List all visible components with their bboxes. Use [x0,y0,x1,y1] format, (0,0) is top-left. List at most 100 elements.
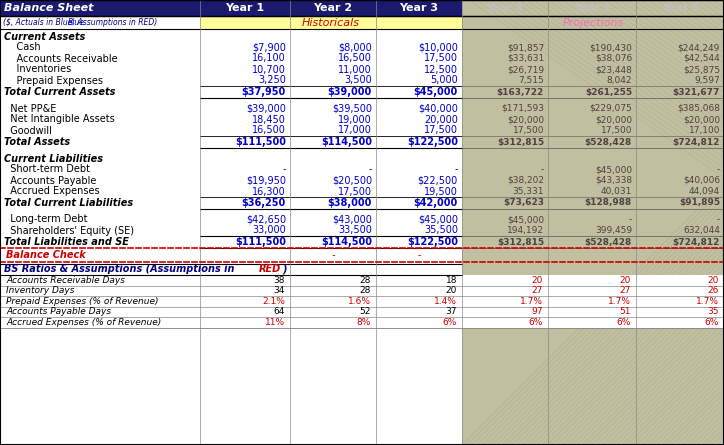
Text: Accounts Receivable Days: Accounts Receivable Days [6,276,125,285]
Text: Prepaid Expenses: Prepaid Expenses [4,76,103,85]
Text: 11,000: 11,000 [338,65,372,74]
Text: Historicals: Historicals [302,17,360,28]
Text: 17,500: 17,500 [338,186,372,197]
Bar [0,0,462,445]
Text: 17,500: 17,500 [424,125,458,135]
Text: Year 4: Year 4 [487,3,523,13]
Text: 37: 37 [445,307,457,316]
Text: $20,000: $20,000 [507,115,544,124]
Text: $122,500: $122,500 [407,237,458,247]
Text: 6%: 6% [529,318,543,327]
Text: Accounts Receivable: Accounts Receivable [4,53,117,64]
Text: -: - [455,165,458,174]
Text: 51: 51 [620,307,631,316]
Text: 1.7%: 1.7% [520,297,543,306]
Text: 64: 64 [274,307,285,316]
Text: $45,000: $45,000 [413,87,458,97]
Text: -: - [541,165,544,174]
Text: 20: 20 [446,286,457,295]
Text: $38,202: $38,202 [507,176,544,185]
Text: 17,000: 17,000 [338,125,372,135]
Text: 12,500: 12,500 [424,65,458,74]
Text: $111,500: $111,500 [235,237,286,247]
Text: $128,988: $128,988 [585,198,632,207]
Text: Total Current Liabilities: Total Current Liabilities [4,198,133,208]
Text: $171,593: $171,593 [501,104,544,113]
Text: 1.7%: 1.7% [608,297,631,306]
Text: 194,192: 194,192 [507,226,544,235]
Text: $36,250: $36,250 [242,198,286,208]
Bar [0,317,724,328]
Text: 632,044: 632,044 [683,226,720,235]
Text: 399,459: 399,459 [595,226,632,235]
Text: Year 5: Year 5 [573,3,610,13]
Text: 33,500: 33,500 [338,226,372,235]
Text: $91,895: $91,895 [679,198,720,207]
Text: 16,500: 16,500 [338,53,372,64]
Text: $724,812: $724,812 [673,238,720,247]
Text: 6%: 6% [704,318,719,327]
Text: Shareholders' Equity (SE): Shareholders' Equity (SE) [4,226,134,235]
Text: 44,094: 44,094 [689,187,720,196]
Text: 19,000: 19,000 [338,114,372,125]
Text: 35,500: 35,500 [424,226,458,235]
Text: $122,500: $122,500 [407,137,458,147]
Text: 8%: 8% [357,318,371,327]
Text: $528,428: $528,428 [585,138,632,146]
Text: 1.4%: 1.4% [434,297,457,306]
Text: $91,857: $91,857 [507,43,544,52]
Text: Cash: Cash [4,43,41,53]
Text: $114,500: $114,500 [321,137,372,147]
Text: Net Intangible Assets: Net Intangible Assets [4,114,114,125]
Bar [462,0,724,445]
Text: $43,000: $43,000 [332,214,372,224]
Text: Blue: Blue [68,18,85,27]
Text: 5,000: 5,000 [430,76,458,85]
Text: 6%: 6% [442,318,457,327]
Text: $45,000: $45,000 [418,214,458,224]
Text: $20,500: $20,500 [332,175,372,186]
Text: 11%: 11% [265,318,285,327]
Text: $73,623: $73,623 [503,198,544,207]
Text: Total Current Assets: Total Current Assets [4,87,115,97]
Text: $38,000: $38,000 [328,198,372,208]
Text: 40,031: 40,031 [601,187,632,196]
Text: BS Ratios & Assumptions (Assumptions in: BS Ratios & Assumptions (Assumptions in [4,264,238,275]
Text: $26,719: $26,719 [507,65,544,74]
Text: 1.6%: 1.6% [348,297,371,306]
Text: 27: 27 [620,286,631,295]
Text: $261,255: $261,255 [585,88,632,97]
Text: ($, Actuals in Blue; Assumptions in RED): ($, Actuals in Blue; Assumptions in RED) [3,18,157,27]
Text: $114,500: $114,500 [321,237,372,247]
Text: 38: 38 [274,276,285,285]
Text: $39,000: $39,000 [328,87,372,97]
Text: 27: 27 [531,286,543,295]
Text: 10,700: 10,700 [252,65,286,74]
Text: 33,000: 33,000 [252,226,286,235]
Text: $42,650: $42,650 [246,214,286,224]
Text: 16,500: 16,500 [252,125,286,135]
Text: Net PP&E: Net PP&E [4,104,56,113]
Text: $7,900: $7,900 [252,43,286,53]
Text: Current Assets: Current Assets [4,32,85,41]
Text: $190,430: $190,430 [589,43,632,52]
Bar [0,0,462,16]
Text: 2.1%: 2.1% [262,297,285,306]
Text: ): ) [282,264,287,275]
Text: 18,450: 18,450 [252,114,286,125]
Text: 34: 34 [274,286,285,295]
Text: $312,815: $312,815 [497,138,544,146]
Text: 97: 97 [531,307,543,316]
Text: 3,250: 3,250 [258,76,286,85]
Text: $23,448: $23,448 [595,65,632,74]
Bar [200,16,462,29]
Text: 19,500: 19,500 [424,186,458,197]
Text: 8,042: 8,042 [607,76,632,85]
Text: $39,000: $39,000 [246,104,286,113]
Text: Balance Check: Balance Check [6,250,85,260]
Text: 20,000: 20,000 [424,114,458,125]
Text: $10,000: $10,000 [418,43,458,53]
Text: 9,597: 9,597 [694,76,720,85]
Text: -: - [369,165,372,174]
Text: 20: 20 [620,276,631,285]
